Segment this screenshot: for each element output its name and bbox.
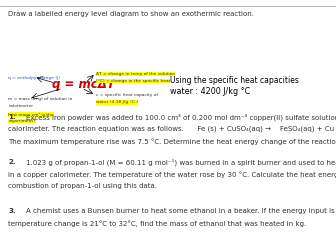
Text: in a copper calorimeter. The temperature of the water rose by 30 °C. Calculate t: in a copper calorimeter. The temperature… [8, 171, 336, 178]
Text: how many cm³ is the: how many cm³ is the [8, 112, 54, 117]
Text: (°C) = change in the specific heat: (°C) = change in the specific heat [96, 79, 170, 83]
Text: Draw a labelled energy level diagram to show an exothermic reaction.: Draw a labelled energy level diagram to … [8, 11, 254, 17]
Text: q = mcΔT: q = mcΔT [52, 78, 115, 91]
Text: 2.: 2. [8, 159, 16, 165]
Text: A chemist uses a Bunsen burner to heat some ethanol in a beaker. If the energy i: A chemist uses a Bunsen burner to heat s… [8, 208, 336, 214]
Text: experiment?: experiment? [8, 119, 36, 123]
Text: combustion of propan-1-ol using this data.: combustion of propan-1-ol using this dat… [8, 183, 157, 189]
Text: The maximum temperature rise was 7.5 °C. Determine the heat energy change of the: The maximum temperature rise was 7.5 °C.… [8, 138, 336, 145]
Text: q = enthalpy change (J): q = enthalpy change (J) [8, 76, 60, 80]
Text: Excess iron powder was added to 100.0 cm³ of 0.200 mol dm⁻³ copper(II) sulfate s: Excess iron powder was added to 100.0 cm… [8, 114, 336, 121]
Text: temperature change is 21°C to 32°C, find the mass of ethanol that was heated in : temperature change is 21°C to 32°C, find… [8, 220, 307, 227]
Text: 1.023 g of propan-1-ol (M = 60.11 g mol⁻¹) was burned in a spirit burner and use: 1.023 g of propan-1-ol (M = 60.11 g mol⁻… [8, 159, 336, 166]
Text: 1.: 1. [8, 114, 16, 120]
Text: Using the specific heat capacities: Using the specific heat capacities [170, 76, 299, 85]
Text: 3.: 3. [8, 208, 16, 214]
Text: water (4.18 J/g °C ): water (4.18 J/g °C ) [96, 100, 138, 104]
Text: calorimeter: calorimeter [8, 104, 33, 108]
Text: water : 4200 J/kg °C: water : 4200 J/kg °C [170, 87, 250, 96]
Text: c = specific heat capacity of: c = specific heat capacity of [96, 93, 158, 97]
Text: calorimeter. The reaction equation was as follows.      Fe (s) + CuSO₄(aq) →    : calorimeter. The reaction equation was a… [8, 126, 336, 133]
Text: m = mass (in g) of solution in: m = mass (in g) of solution in [8, 97, 73, 101]
Text: ΔT = change in temp of the solution: ΔT = change in temp of the solution [96, 72, 175, 76]
